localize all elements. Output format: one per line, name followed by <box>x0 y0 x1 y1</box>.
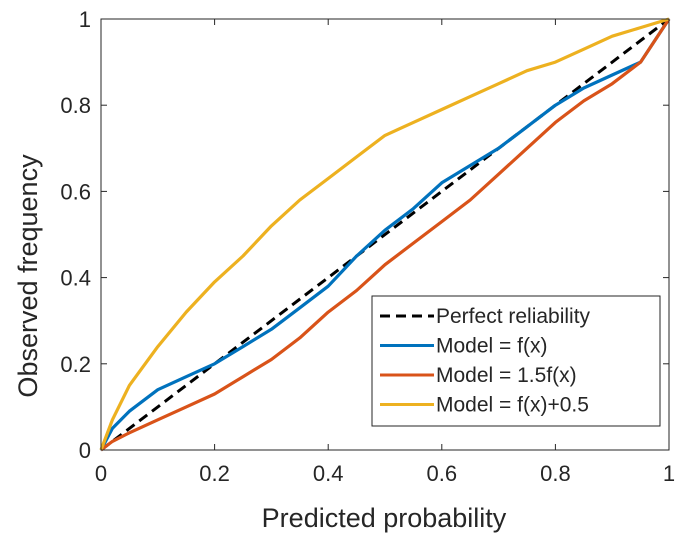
series-line-3 <box>99 17 670 451</box>
y-tick-label: 0.8 <box>60 93 91 118</box>
x-tick-label: 0.2 <box>199 461 230 486</box>
legend-label-0: Perfect reliability <box>436 305 591 328</box>
x-tick-label: 0.6 <box>427 461 458 486</box>
y-tick-label: 0 <box>79 438 91 463</box>
series-line-1 <box>99 18 671 451</box>
y-tick-label: 0.4 <box>60 266 91 291</box>
x-axis-label: Predicted probability <box>262 503 507 533</box>
legend: Perfect reliability Model = f(x) Model = 1… <box>371 295 661 427</box>
legend-label-1: Model = f(x) <box>436 335 547 358</box>
x-tick-label: 0 <box>95 461 107 486</box>
axes-box <box>100 18 670 451</box>
y-tick-label: 0.6 <box>60 179 91 204</box>
y-axis-label: Observed frequency <box>13 154 43 398</box>
x-tick-label: 1 <box>663 461 675 486</box>
x-tick-label: 0.8 <box>540 461 571 486</box>
legend-label-2: Model = 1.5f(x) <box>436 364 577 387</box>
series-line-0 <box>100 17 670 452</box>
series-layer <box>99 17 671 452</box>
y-tick-label: 1 <box>79 7 91 32</box>
legend-label-3: Model = f(x)+0.5 <box>436 394 589 417</box>
axes-layer: 0 0.2 0.4 0.6 0.8 1 0 0.2 0.4 0.6 0.8 1 <box>60 7 675 486</box>
x-tick-label: 0.4 <box>313 461 344 486</box>
series-line-2 <box>100 18 671 452</box>
y-tick-label: 0.2 <box>60 352 91 377</box>
